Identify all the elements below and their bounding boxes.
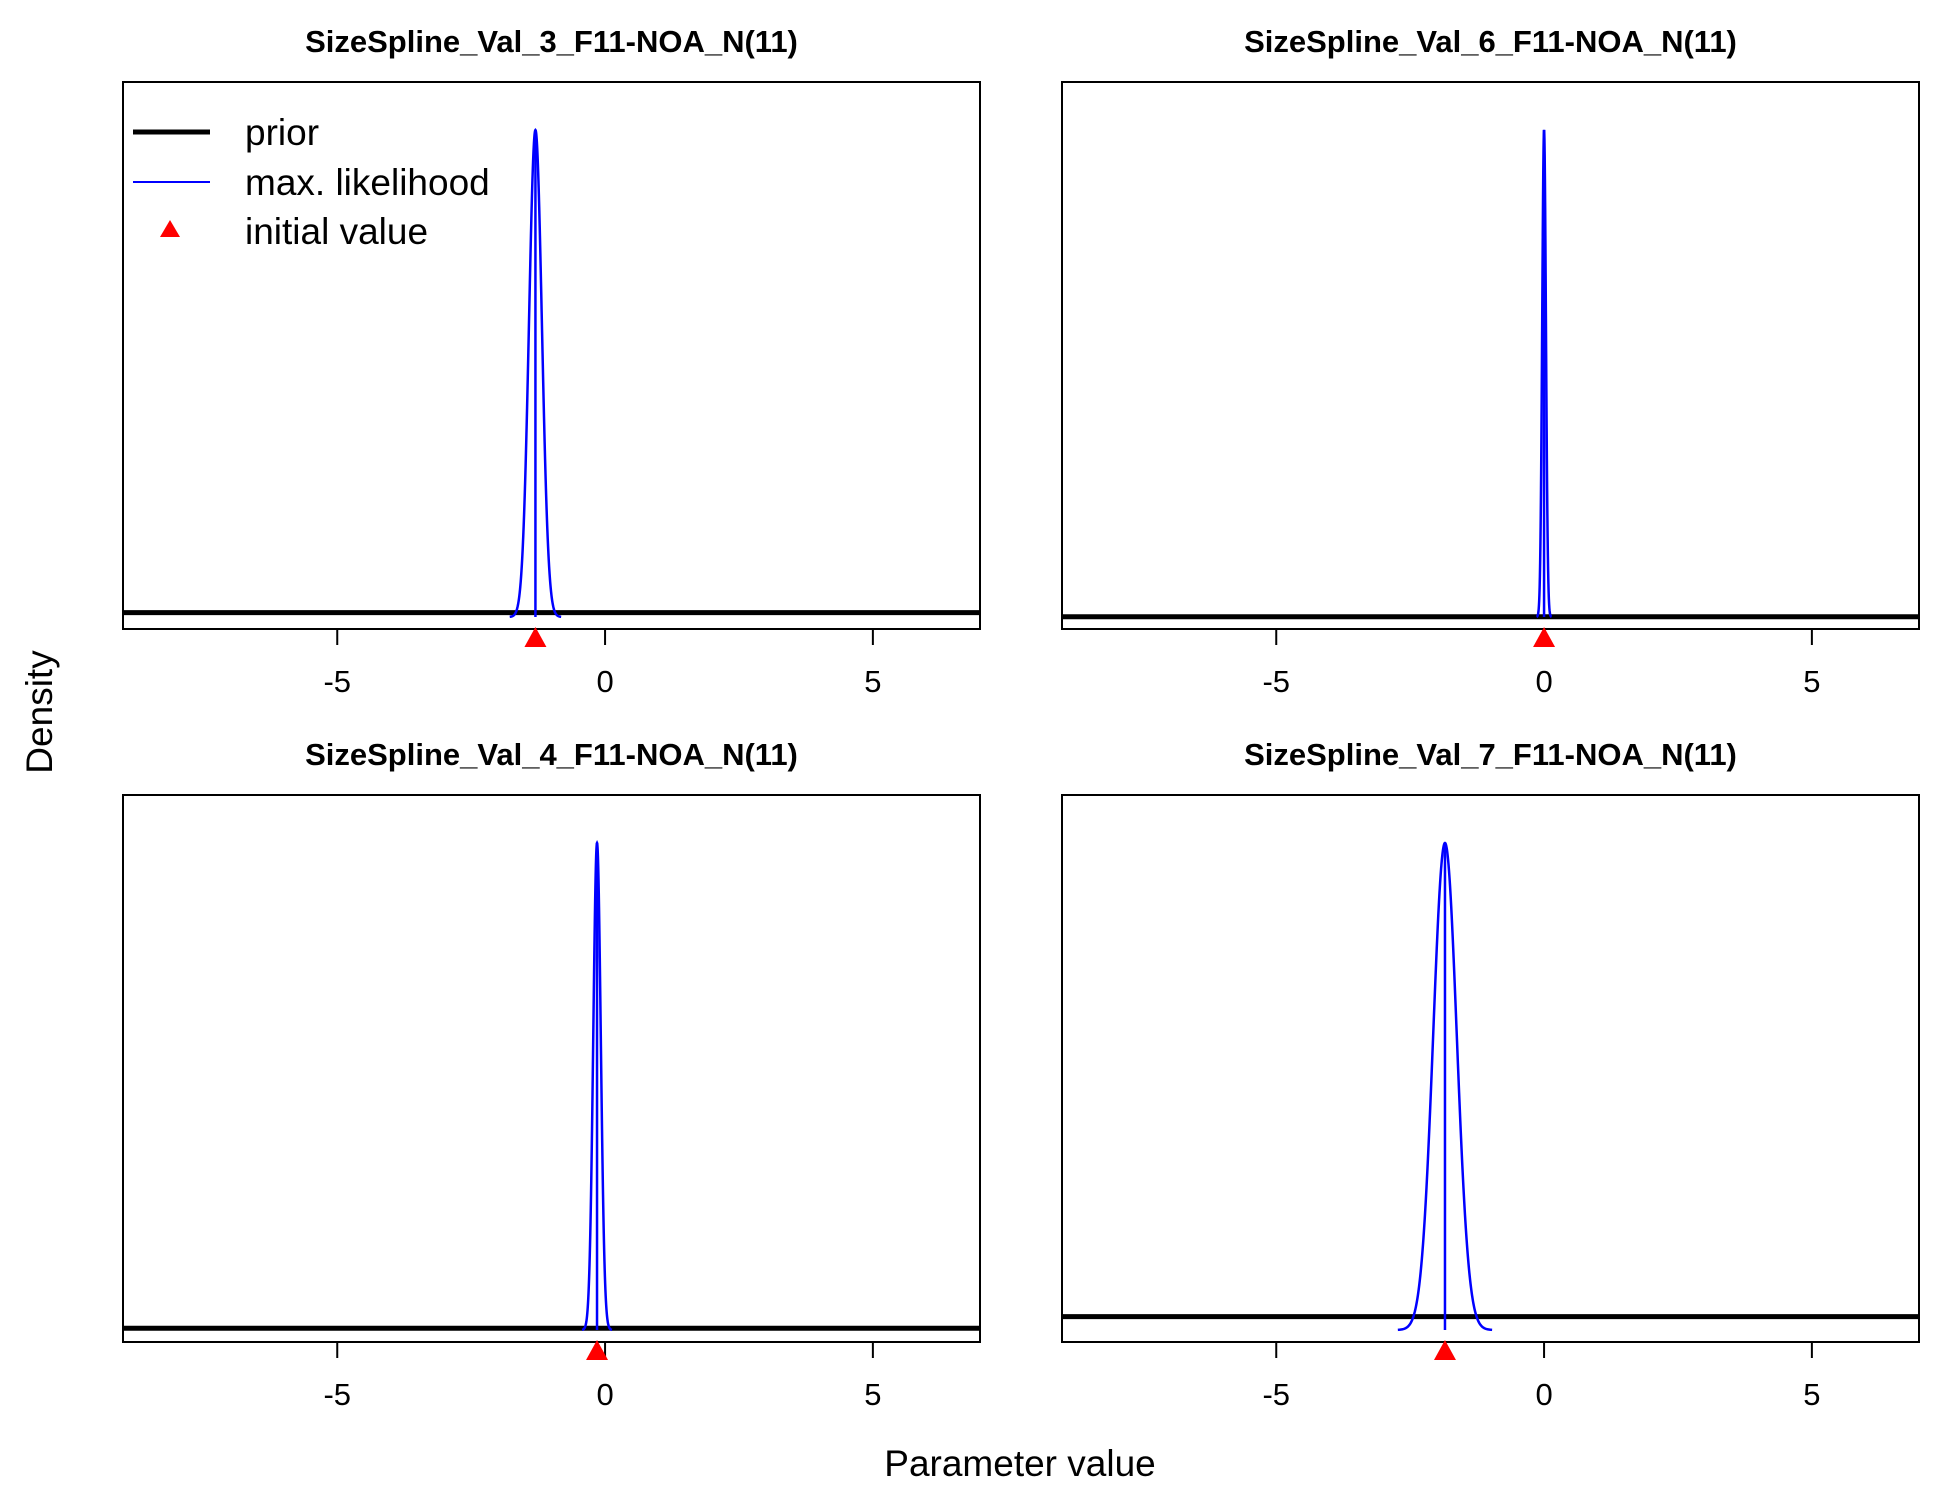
x-tick-label: 5 xyxy=(864,1377,881,1412)
x-tick-label: 5 xyxy=(864,664,881,699)
plot-frame xyxy=(122,81,981,630)
x-tick-label: 0 xyxy=(1535,1377,1552,1412)
x-tick-label: 0 xyxy=(596,1377,613,1412)
panel-title: SizeSpline_Val_3_F11-NOA_N(11) xyxy=(305,24,798,59)
panel-title: SizeSpline_Val_6_F11-NOA_N(11) xyxy=(1244,24,1737,59)
panel-title: SizeSpline_Val_4_F11-NOA_N(11) xyxy=(305,737,798,772)
legend-initial-swatch xyxy=(160,220,180,237)
panel-2: SizeSpline_Val_6_F11-NOA_N(11) -5 0 5 xyxy=(1061,24,1920,699)
plot-frame xyxy=(1061,794,1920,1343)
x-tick-label: 5 xyxy=(1803,1377,1820,1412)
y-axis-title: Density xyxy=(19,650,60,774)
panel-4: SizeSpline_Val_7_F11-NOA_N(11) -5 0 5 xyxy=(1061,737,1920,1412)
x-tick-label: -5 xyxy=(1262,1377,1290,1412)
legend-label: initial value xyxy=(245,211,428,252)
legend: prior max. likelihood initial value xyxy=(133,112,490,252)
panel-1: SizeSpline_Val_3_F11-NOA_N(11) -5 0 5 xyxy=(122,24,981,699)
x-tick-label: 5 xyxy=(1803,664,1820,699)
initial-value-marker xyxy=(1533,627,1556,647)
x-tick-label: 0 xyxy=(1535,664,1552,699)
initial-value-marker xyxy=(524,627,547,647)
panel-title: SizeSpline_Val_7_F11-NOA_N(11) xyxy=(1244,737,1737,772)
x-tick-label: -5 xyxy=(323,664,351,699)
x-axis-title: Parameter value xyxy=(884,1443,1155,1484)
plot-frame xyxy=(122,794,981,1343)
x-tick-label: 0 xyxy=(596,664,613,699)
legend-label: max. likelihood xyxy=(245,162,490,203)
plot-frame xyxy=(1061,81,1920,630)
x-tick-label: -5 xyxy=(323,1377,351,1412)
x-tick-label: -5 xyxy=(1262,664,1290,699)
panel-3: SizeSpline_Val_4_F11-NOA_N(11) -5 0 5 xyxy=(122,737,981,1412)
initial-value-marker xyxy=(586,1340,609,1360)
legend-label: prior xyxy=(245,112,319,153)
initial-value-marker xyxy=(1433,1340,1456,1360)
